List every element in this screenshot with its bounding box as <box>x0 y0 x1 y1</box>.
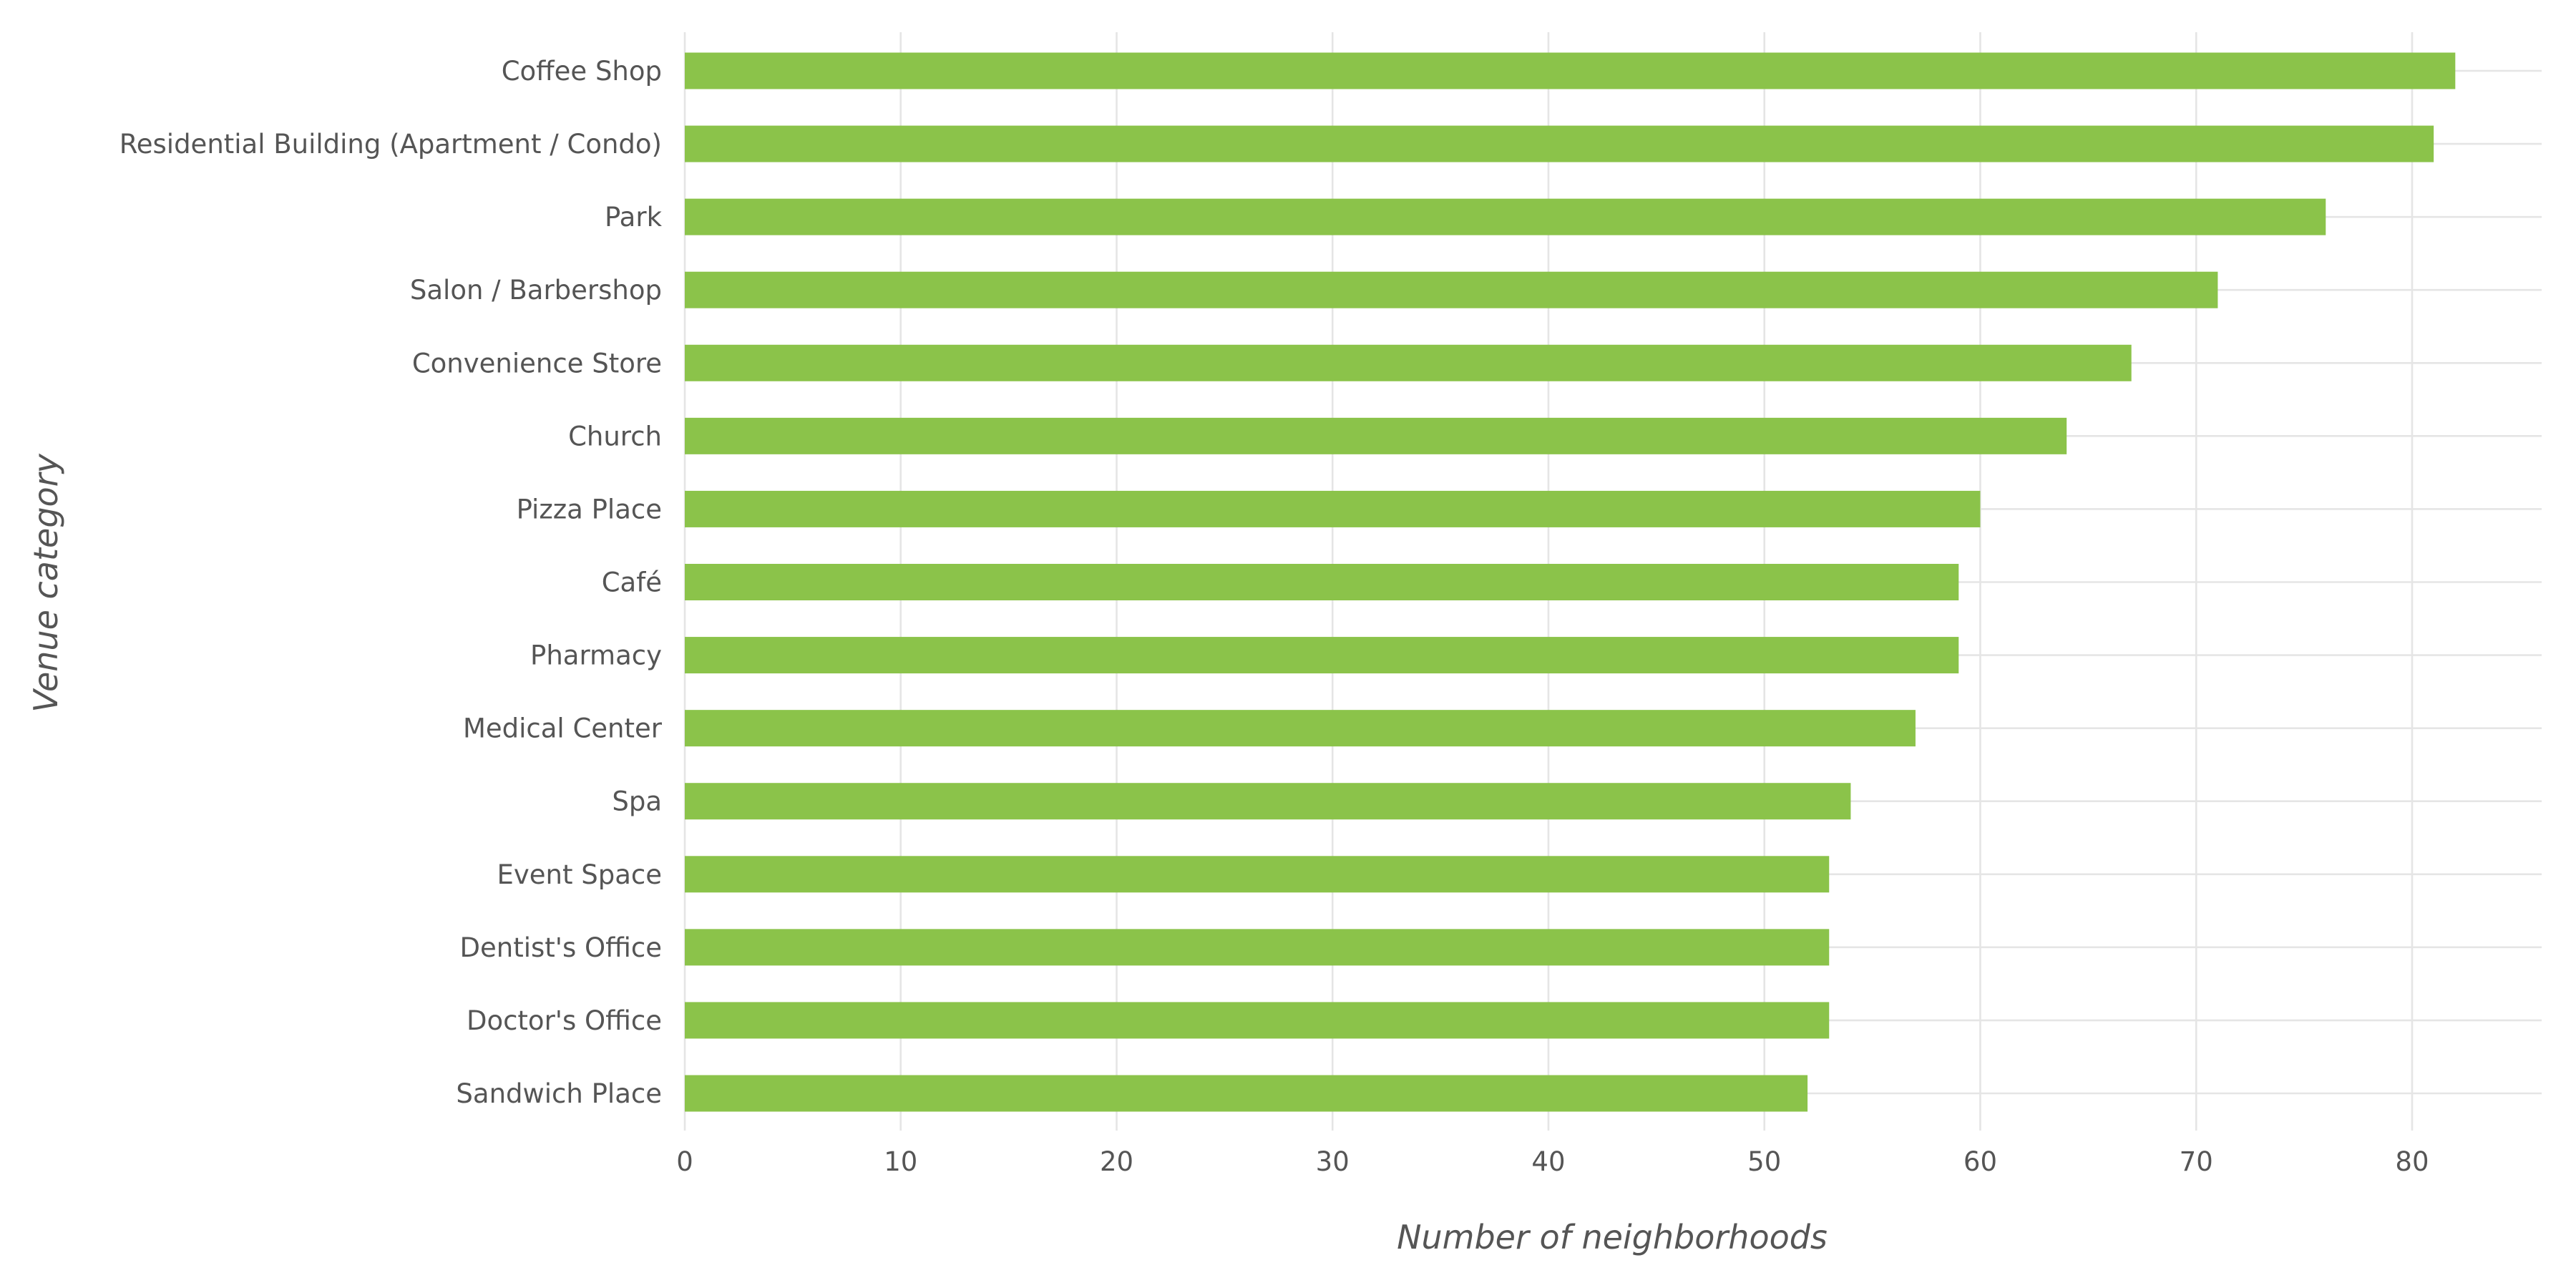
bar <box>685 271 2218 308</box>
y-tick-label: Park <box>605 202 663 233</box>
y-tick-label: Pizza Place <box>517 494 662 525</box>
y-tick-label: Doctor's Office <box>467 1005 662 1036</box>
bar <box>685 783 1851 820</box>
bar <box>685 637 1959 674</box>
y-tick-label: Dentist's Office <box>460 932 663 963</box>
y-tick-label: Residential Building (Apartment / Condo) <box>119 129 662 160</box>
y-tick-label: Church <box>568 421 662 452</box>
x-tick-label: 80 <box>2395 1146 2429 1177</box>
y-tick-label: Event Space <box>497 859 662 890</box>
y-tick-label: Salon / Barbershop <box>410 275 662 306</box>
x-tick-label: 40 <box>1531 1146 1565 1177</box>
bars <box>685 52 2456 1112</box>
x-tick-label: 10 <box>884 1146 917 1177</box>
bar <box>685 929 1830 966</box>
y-tick-label: Medical Center <box>463 713 663 744</box>
y-tick-labels: Coffee Shop Residential Building (Apartme… <box>119 56 663 1109</box>
bar <box>685 564 1959 600</box>
x-tick-label: 70 <box>2180 1146 2213 1177</box>
bar <box>685 710 1916 747</box>
x-tick-labels: 0 10 20 30 40 50 60 70 80 <box>676 1146 2429 1177</box>
x-tick-label: 0 <box>676 1146 693 1177</box>
bar <box>685 1002 1830 1039</box>
bar <box>685 52 2456 89</box>
bar <box>685 125 2434 162</box>
x-tick-label: 60 <box>1963 1146 1997 1177</box>
y-tick-label: Café <box>602 567 662 598</box>
x-tick-label: 30 <box>1316 1146 1350 1177</box>
y-tick-label: Pharmacy <box>530 640 662 671</box>
y-tick-label: Sandwich Place <box>456 1078 662 1109</box>
x-tick-label: 20 <box>1100 1146 1133 1177</box>
y-tick-label: Coffee Shop <box>502 56 662 87</box>
y-axis-title: Venue category <box>26 453 65 712</box>
bar <box>685 490 1981 527</box>
y-tick-label: Convenience Store <box>412 348 662 379</box>
bar <box>685 417 2067 454</box>
x-axis-title: Number of neighborhoods <box>1397 1218 1828 1257</box>
bar <box>685 1075 1808 1112</box>
bar <box>685 344 2132 381</box>
y-tick-label: Spa <box>612 786 662 817</box>
bar <box>685 198 2326 235</box>
x-tick-label: 50 <box>1747 1146 1781 1177</box>
bar <box>685 856 1830 893</box>
